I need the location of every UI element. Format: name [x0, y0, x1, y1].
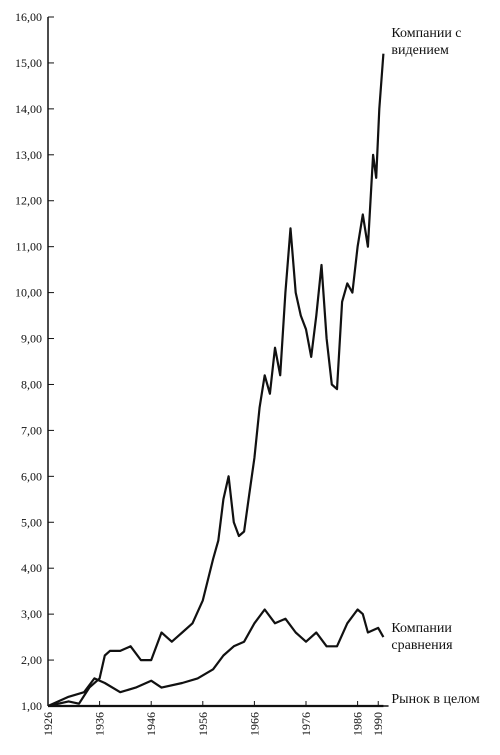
x-tick-label: 1946	[144, 712, 158, 736]
x-tick-label: 1936	[93, 712, 107, 736]
y-tick-label: 4,00	[21, 561, 42, 575]
y-tick-label: 13,00	[15, 148, 42, 162]
y-tick-label: 3,00	[21, 607, 42, 621]
x-tick-label: 1926	[41, 712, 55, 736]
y-tick-label: 5,00	[21, 515, 42, 529]
y-tick-label: 11,00	[15, 240, 42, 254]
series-label: Компании сравнения	[391, 621, 453, 654]
y-tick-label: 1,00	[21, 699, 42, 713]
y-tick-label: 12,00	[15, 194, 42, 208]
y-tick-label: 15,00	[15, 56, 42, 70]
y-tick-label: 10,00	[15, 286, 42, 300]
y-tick-label: 16,00	[15, 10, 42, 24]
y-tick-label: 2,00	[21, 653, 42, 667]
y-tick-label: 9,00	[21, 332, 42, 346]
x-tick-label: 1966	[247, 712, 261, 736]
y-tick-label: 6,00	[21, 469, 42, 483]
y-tick-label: 8,00	[21, 377, 42, 391]
y-tick-label: 7,00	[21, 423, 42, 437]
series-line	[47, 53, 385, 708]
x-tick-label: 1956	[196, 712, 210, 736]
series-label: Компании с видением	[391, 25, 462, 58]
x-tick-label: 1976	[299, 712, 313, 736]
series-label: Рынок в целом	[391, 692, 480, 707]
y-tick-label: 14,00	[15, 102, 42, 116]
series-line	[47, 608, 385, 708]
x-tick-label: 1990	[371, 712, 385, 736]
x-tick-label: 1986	[351, 712, 365, 736]
